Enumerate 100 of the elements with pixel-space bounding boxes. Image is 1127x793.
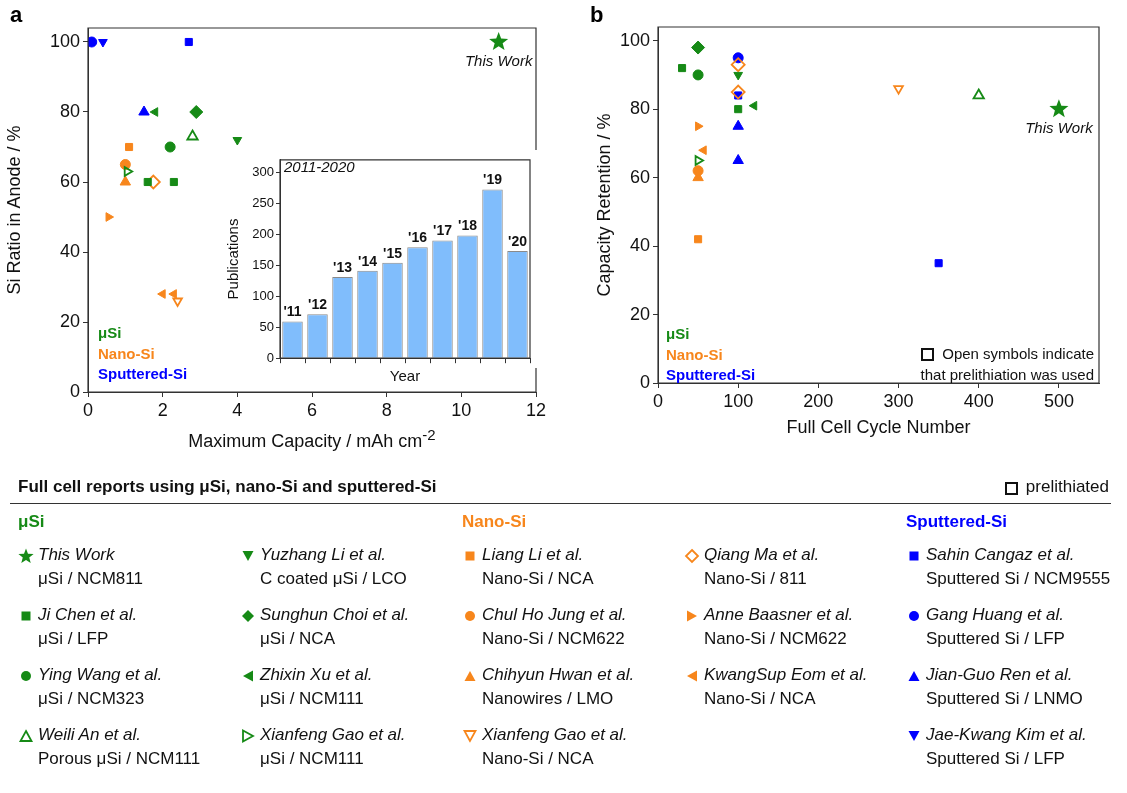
point: [691, 40, 706, 55]
point: [138, 105, 150, 116]
point: [1049, 99, 1069, 118]
annotation: 2011-2020: [284, 158, 355, 175]
y-tick-label: 0: [639, 371, 650, 392]
x-axis-title: Year: [388, 367, 422, 384]
y-tick-label: 80: [629, 98, 650, 119]
legend-label: This Work μSi / NCM811: [38, 545, 143, 589]
y-axis-title: Si Ratio in Anode / %: [3, 125, 24, 295]
annotation: Nano-Si: [666, 345, 723, 363]
legend-title: Full cell reports using μSi, nano-Si and sputtered-Si: [18, 477, 437, 497]
legend-label: Yuzhang Li et al. C coated μSi / LCO: [260, 545, 407, 589]
annotation: μSi: [666, 325, 690, 342]
legend-label: Jian-Guo Ren et al. Sputtered Si / LNMO: [926, 665, 1083, 709]
x-tick-label: 500: [1043, 390, 1074, 411]
y-tick-label: 50: [259, 318, 274, 334]
x-axis-title: Full Cell Cycle Number: [785, 417, 972, 438]
x-tick-label: '13: [333, 258, 353, 275]
point: [189, 105, 204, 119]
legend-label: KwangSup Eom et al. Nano-Si / NCA: [704, 665, 868, 709]
legend-label: Gang Huang et al. Sputtered Si / LFP: [926, 605, 1065, 649]
annotation: This Work: [464, 52, 534, 70]
point: [169, 177, 178, 187]
y-axis-title: Publications: [224, 218, 242, 300]
point: [730, 84, 746, 100]
y-tick-label: 60: [629, 166, 650, 187]
point: [694, 155, 704, 166]
legend-label: Jae-Kwang Kim et al. Sputtered Si / LFP: [926, 725, 1087, 769]
y-tick-label: 300: [252, 163, 274, 179]
point: [732, 119, 744, 130]
x-tick-label: 0: [82, 399, 94, 420]
chart-title: a: [10, 2, 23, 28]
legend-label: Xianfeng Gao et al. Nano-Si / NCA: [482, 725, 628, 769]
y-tick-label: 40: [629, 235, 650, 256]
point: [157, 289, 166, 299]
x-tick-label: 8: [381, 399, 392, 420]
x-axis-title: Maximum Capacity / mAh cm$^{-2}$: [187, 426, 437, 452]
x-tick-label: 10: [451, 399, 472, 420]
legend-label: Sahin Cangaz et al. Sputtered Si / NCM9555: [926, 545, 1111, 589]
annotation: Nano-Si: [98, 344, 155, 362]
point: [934, 259, 943, 268]
y-axis-title: Capacity Retention / %: [593, 113, 614, 297]
y-tick-label: 250: [252, 194, 274, 210]
point: [695, 121, 704, 132]
x-tick-label: '12: [308, 296, 328, 313]
annotation: Open symbols indicate that prelithiation was used: [919, 344, 1094, 385]
annotation: This Work: [1025, 119, 1095, 137]
legend-label: Chul Ho Jung et al. Nano-Si / NCM622: [482, 605, 627, 649]
point: [186, 129, 199, 141]
point: [733, 71, 744, 81]
point: [184, 37, 193, 47]
x-tick-label: '11: [283, 303, 302, 320]
text: μSi: [18, 512, 45, 531]
point: [678, 64, 687, 73]
point: [734, 105, 743, 114]
point: [748, 100, 758, 111]
x-tick-label: '17: [433, 222, 453, 239]
chart-title: b: [590, 2, 604, 28]
y-tick-label: 100: [619, 29, 650, 50]
y-tick-label: 60: [59, 170, 80, 191]
point: [164, 141, 176, 153]
y-tick-label: 20: [629, 303, 650, 324]
text: prelithiated: [1025, 477, 1109, 497]
x-tick-label: 100: [723, 390, 754, 411]
y-tick-label: 40: [59, 240, 80, 261]
x-tick-label: 0: [652, 390, 664, 411]
x-tick-label: 400: [963, 390, 994, 411]
annotation: Sputtered-Si: [666, 366, 756, 383]
point: [172, 297, 183, 307]
y-tick-label: 100: [252, 287, 274, 303]
legend-label: Sunghun Choi et al. μSi / NCA: [260, 605, 410, 649]
x-tick-label: 200: [803, 390, 834, 411]
point: [105, 212, 115, 222]
point: [98, 39, 108, 48]
point: [694, 235, 703, 244]
point: [972, 88, 985, 100]
point: [893, 85, 904, 95]
annotation: μSi: [98, 324, 122, 341]
legend-label: Zhixin Xu et al. μSi / NCM111: [260, 665, 373, 709]
point: [168, 289, 177, 299]
x-tick-label: '14: [358, 252, 378, 269]
x-tick-label: '20: [508, 232, 528, 249]
point: [125, 142, 134, 152]
point: [149, 107, 159, 117]
legend-label: Xianfeng Gao et al. μSi / NCM111: [260, 725, 406, 769]
x-tick-label: 4: [232, 399, 243, 420]
text: Nano-Si: [462, 512, 527, 531]
text: Sputtered-Si: [906, 512, 1008, 531]
point: [143, 177, 152, 187]
y-tick-label: 150: [252, 256, 274, 272]
x-tick-label: '19: [483, 171, 503, 188]
x-tick-label: '18: [458, 217, 478, 234]
x-tick-label: '15: [383, 244, 403, 261]
point: [123, 166, 134, 177]
point: [692, 165, 704, 177]
legend-label: Ji Chen et al. μSi / LFP: [38, 605, 138, 649]
point: [732, 154, 744, 164]
point: [119, 175, 132, 186]
legend-label: Weili An et al. Porous μSi / NCM111: [38, 725, 201, 769]
y-tick-label: 80: [59, 100, 80, 121]
